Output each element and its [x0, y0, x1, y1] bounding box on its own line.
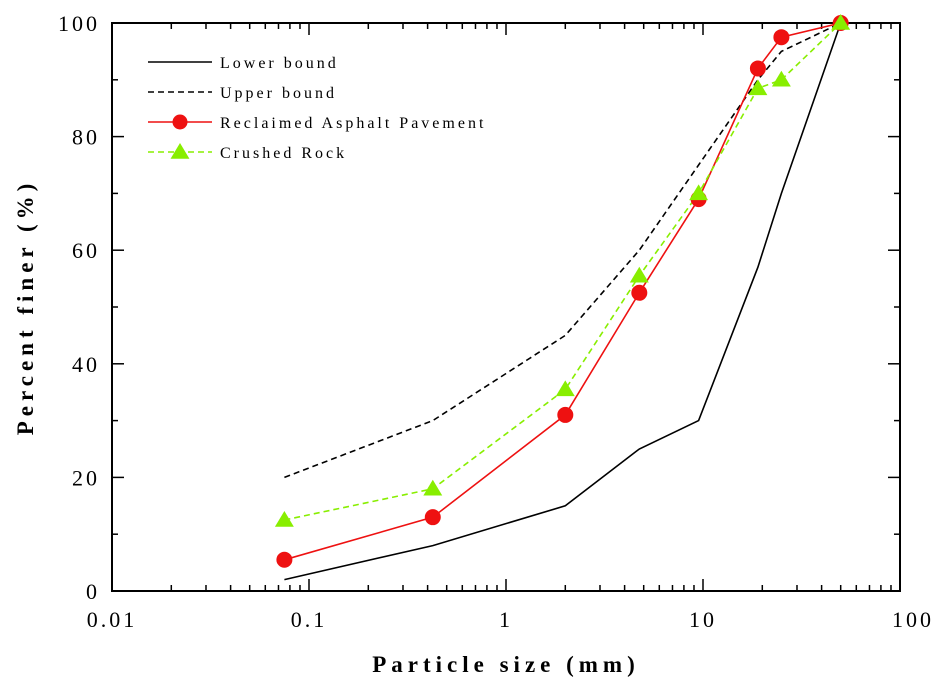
series-lines — [284, 22, 842, 581]
plot-frame — [111, 22, 901, 592]
legend-label: Upper bound — [220, 85, 337, 102]
rap-point — [631, 284, 648, 301]
crushed-rock-point — [689, 184, 709, 201]
crushed-rock-point — [831, 14, 851, 30]
series-markers — [274, 14, 851, 568]
legend-marker-triangle — [170, 143, 190, 159]
crushed-rock-point — [423, 479, 443, 496]
legend-label: Reclaimed Asphalt Pavement — [220, 115, 486, 132]
series-line-0 — [284, 22, 842, 581]
series-line-1 — [284, 22, 842, 479]
crushed-rock-point — [555, 380, 575, 397]
y-tick-label: 20 — [72, 465, 100, 490]
x-tick-label: 10 — [689, 607, 717, 632]
x-tick-label: 0.01 — [87, 607, 138, 632]
legend: Lower bound Upper bound Reclaimed Asphalt … — [148, 55, 486, 162]
y-axis-title: Percent finer (%) — [13, 179, 38, 436]
legend-label: Lower bound — [220, 55, 339, 72]
axis-ticks — [111, 22, 900, 592]
rap-point — [749, 60, 766, 77]
crushed-rock-point — [748, 79, 768, 96]
x-axis-title: Particle size (mm) — [372, 652, 640, 677]
y-tick-label: 40 — [72, 352, 100, 377]
y-tick-label: 60 — [72, 238, 100, 263]
rap-point — [276, 551, 293, 568]
crushed-rock-point — [274, 511, 294, 527]
y-tick-label: 80 — [72, 125, 100, 150]
x-tick-label: 1 — [499, 607, 513, 632]
series-line-2 — [284, 22, 841, 561]
x-tick-label: 0.1 — [291, 607, 328, 632]
rap-point — [773, 29, 790, 46]
rap-point — [557, 406, 574, 423]
crushed-rock-point — [629, 266, 649, 283]
crushed-rock-point — [771, 70, 791, 87]
legend-label: Crushed Rock — [220, 145, 347, 162]
legend-marker-circle — [172, 114, 188, 130]
y-tick-label: 0 — [86, 579, 100, 604]
x-tick-label: 100 — [892, 607, 934, 632]
series-line-3 — [284, 22, 842, 521]
rap-point — [424, 509, 441, 526]
x-tick-labels: 0.01 0.1 1 10 100 — [87, 607, 934, 632]
y-tick-label: 100 — [58, 11, 100, 36]
y-tick-labels: 0 20 40 60 80 100 — [58, 11, 100, 604]
